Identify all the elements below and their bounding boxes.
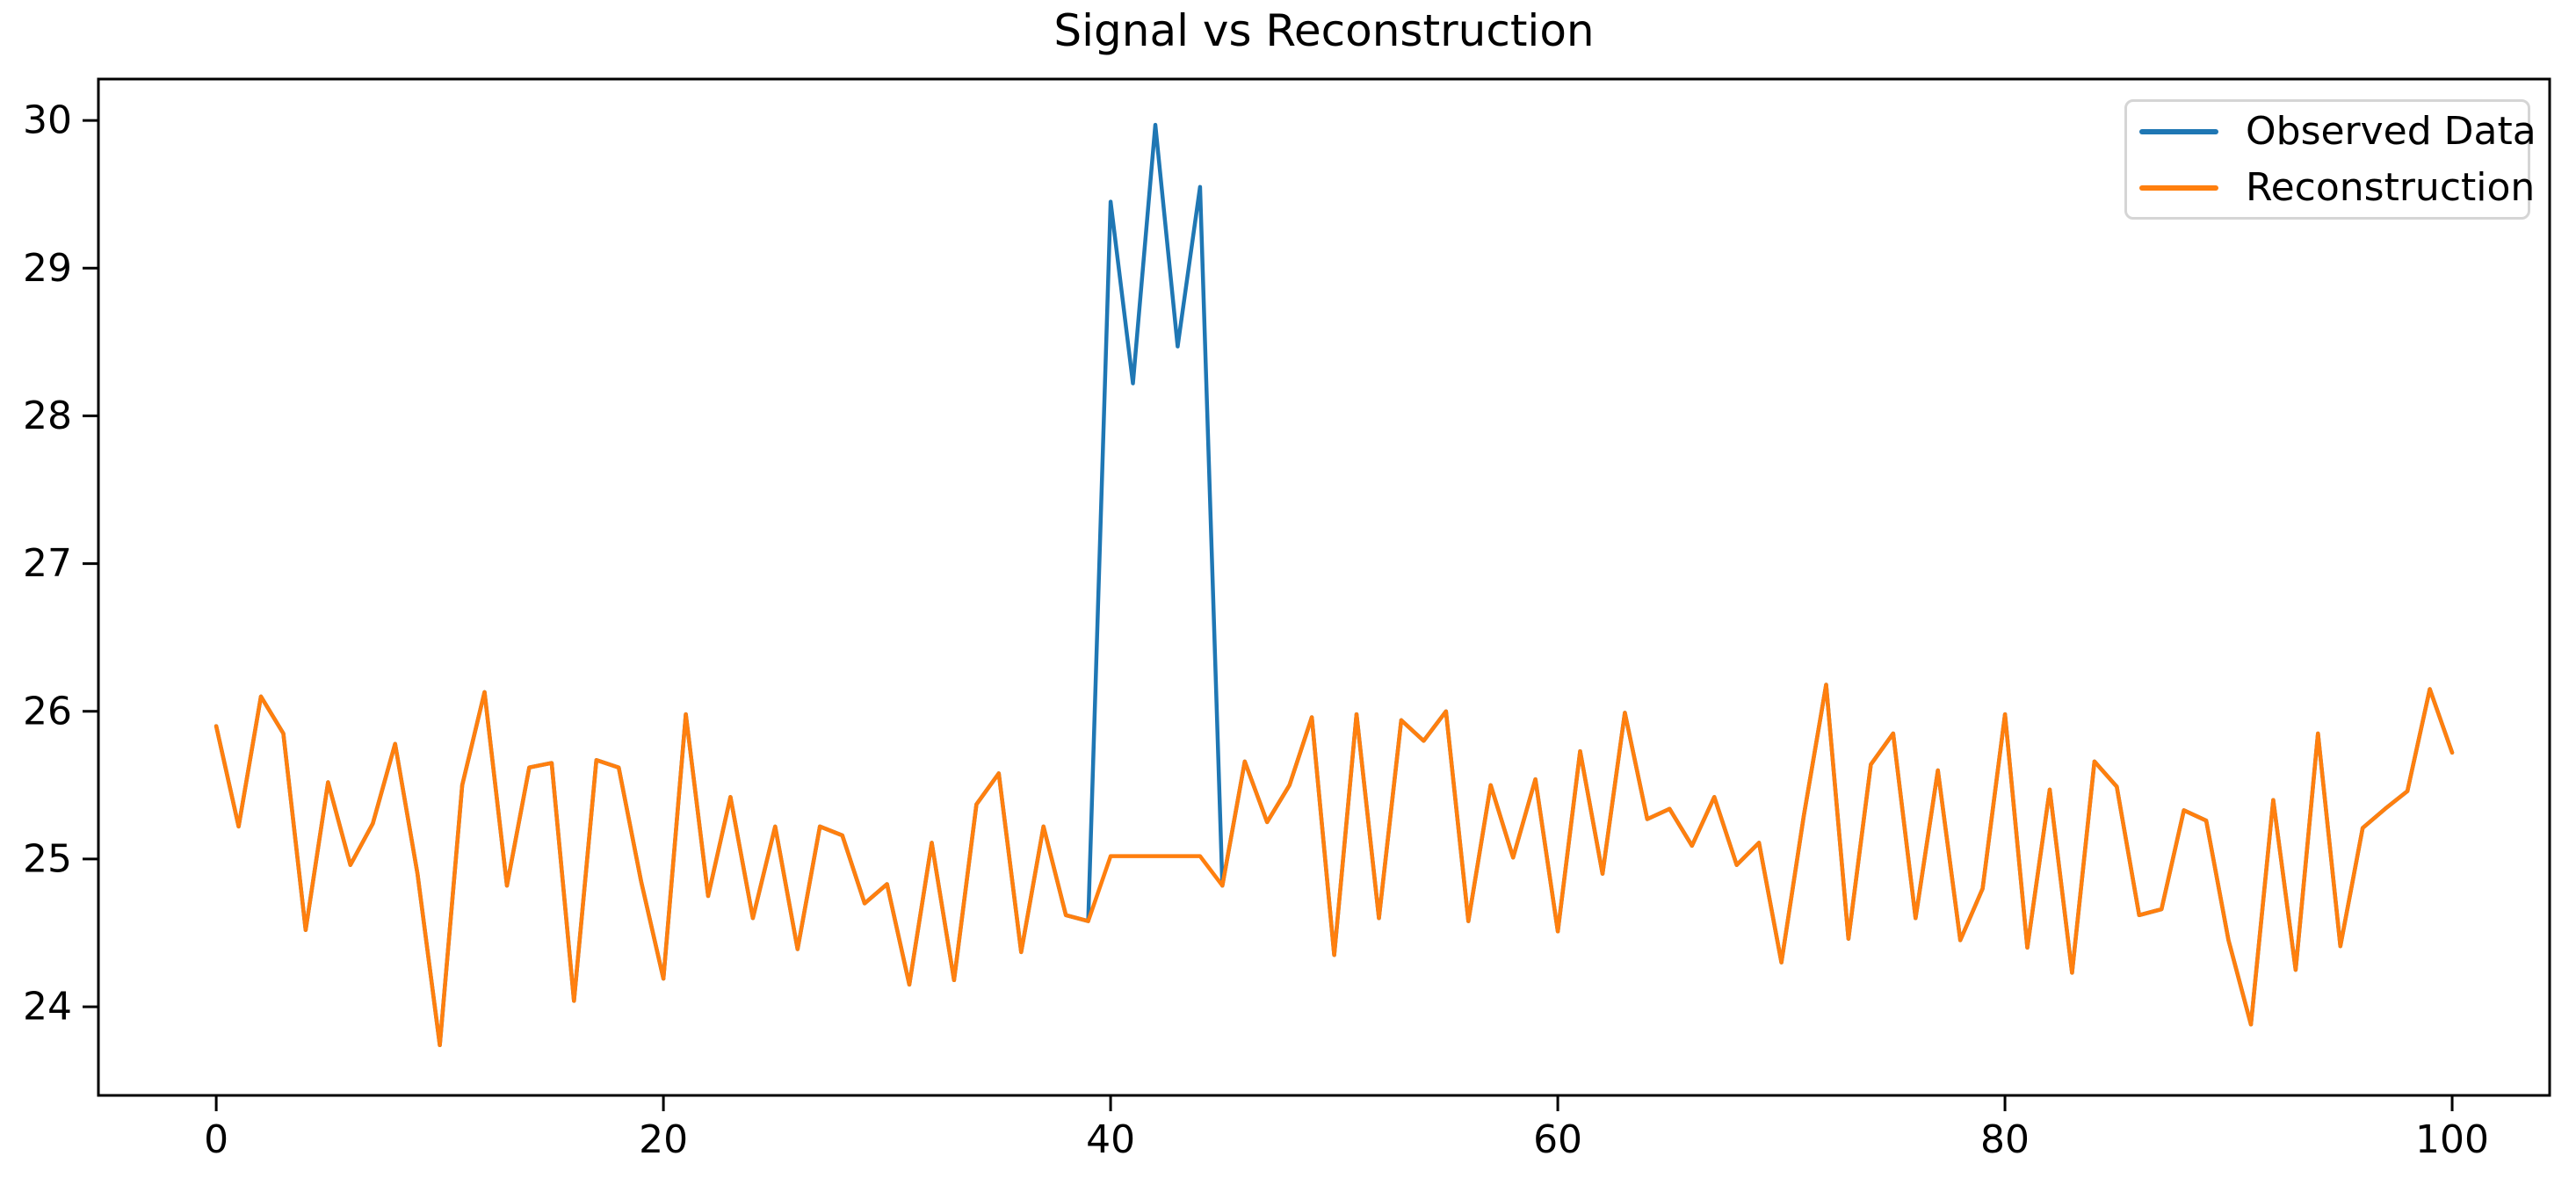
series-line-reconstruction	[213, 683, 2455, 1048]
x-tick-label: 40	[1086, 1117, 1135, 1162]
legend: Observed Data Reconstruction	[2124, 99, 2536, 220]
x-tick-label: 20	[639, 1117, 688, 1162]
chart-title: Signal vs Reconstruction	[1053, 5, 1595, 56]
legend-item-observed: Observed Data	[2139, 112, 2536, 152]
legend-label: Reconstruction	[2246, 164, 2536, 210]
legend-label: Observed Data	[2246, 108, 2536, 154]
y-tick-label: 26	[23, 689, 72, 733]
legend-swatch-observed	[2139, 128, 2218, 134]
y-tick-label: 25	[23, 836, 72, 881]
x-tick-label: 60	[1533, 1117, 1582, 1162]
series-line-observed	[213, 122, 2455, 1048]
y-tick-label: 29	[23, 246, 72, 291]
y-tick-label: 27	[23, 541, 72, 586]
legend-swatch-reconstruction	[2139, 184, 2218, 191]
x-tick-label: 100	[2415, 1117, 2489, 1162]
y-tick-label: 28	[23, 394, 72, 438]
x-tick-label: 80	[1980, 1117, 2030, 1162]
legend-item-reconstruction: Reconstruction	[2139, 168, 2535, 208]
plot-border	[97, 77, 2551, 1097]
x-tick-label: 0	[204, 1117, 228, 1162]
y-tick-label: 24	[23, 985, 72, 1030]
y-tick-label: 30	[23, 98, 72, 143]
